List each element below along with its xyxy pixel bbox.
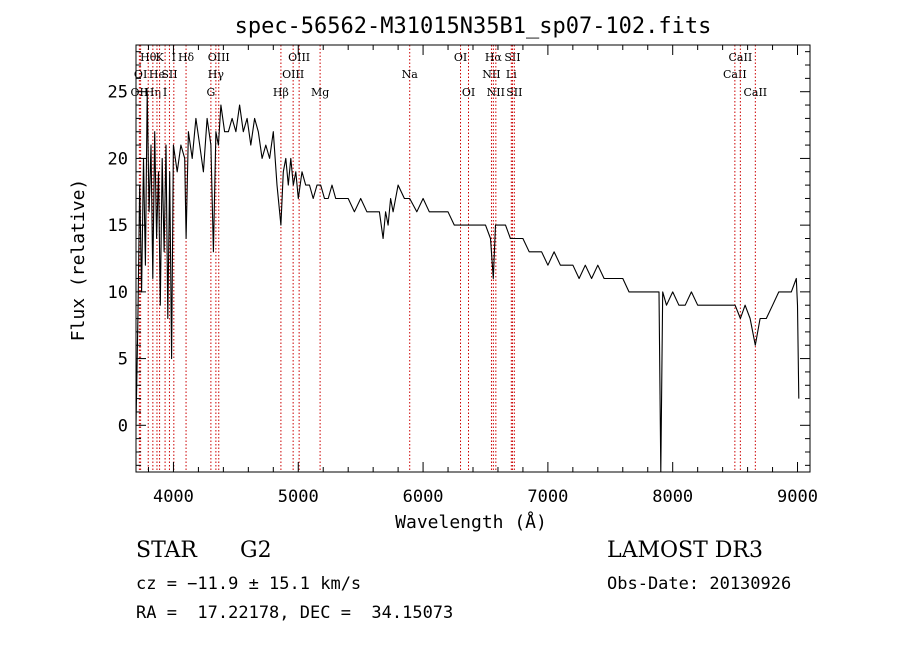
line-marker-label-24: SII [504,51,520,64]
x-tick-label-4: 8000 [652,487,693,507]
chart-title: spec-56562-M31015N35B1_sp07-102.fits [235,14,712,39]
line-marker-label-23: Li [506,68,517,81]
line-marker-label-13: Hβ [273,86,289,99]
plot-frame [135,44,811,473]
object-class: STAR [136,538,197,563]
line-marker-label-20: NII [482,68,500,81]
line-marker-label-1: OI [134,68,147,81]
line-marker-label-14: OIII [282,68,304,81]
x-tick-label-2: 6000 [403,487,444,507]
line-marker-label-11: Hγ [208,68,225,81]
x-axis: 4000 5000 6000 7000 8000 9000 [147,45,818,507]
object-subclass: G2 [240,538,272,563]
line-marker-label-12: OIII [208,51,230,64]
spectrum-series [135,91,800,473]
line-marker-label-17: Na [402,68,419,81]
line-marker-label-16: Mg [311,86,329,99]
line-marker-label-5: K [155,51,164,64]
redshift-velocity: cz = −11.9 ± 15.1 km/s [136,574,362,594]
line-marker-label-21: Hα [485,51,503,64]
x-tick-label-5: 9000 [777,487,818,507]
line-marker-label-3: Hη [145,86,161,99]
y-tick-label-4: 20 [108,149,128,169]
line-marker-label-6: I [163,86,167,99]
y-tick-label-2: 10 [108,283,128,303]
x-tick-label-1: 5000 [278,487,319,507]
y-tick-label-5: 25 [108,83,128,103]
y-axis-label: Flux (relative) [68,179,89,342]
line-marker-label-8: I [172,51,176,64]
line-marker-label-27: CaII [729,51,753,64]
line-marker-label-4: He [149,68,165,81]
y-tick-label-3: 15 [108,216,128,236]
x-tick-label-3: 7000 [527,487,568,507]
line-marker-label-7: SII [161,68,177,81]
y-tick-label-1: 5 [118,350,128,370]
line-marker-label-10: G [206,86,215,99]
line-marker-label-26: CaII [723,68,747,81]
x-axis-label: Wavelength (Å) [395,511,547,533]
y-tick-label-0: 0 [118,416,128,436]
line-marker-label-28: CaII [743,86,767,99]
line-marker-label-0: OII [131,86,149,99]
x-tick-label-0: 4000 [153,487,194,507]
line-marker-label-22: NII [487,86,505,99]
line-marker-label-15: OIII [288,51,310,64]
y-axis: 0 5 10 15 20 25 [108,51,810,466]
line-marker-label-9: Hδ [178,51,195,64]
line-marker-label-2: Hθ [140,51,157,64]
observation-date: Obs-Date: 20130926 [607,574,792,594]
line-marker-label-25: SII [506,86,522,99]
line-marker-label-18: OI [454,51,467,64]
line-marker-label-19: OI [462,86,475,99]
survey-name: LAMOST DR3 [607,538,763,563]
spectrum-line-0 [135,91,800,473]
coordinates: RA = 17.22178, DEC = 34.15073 [136,603,454,623]
